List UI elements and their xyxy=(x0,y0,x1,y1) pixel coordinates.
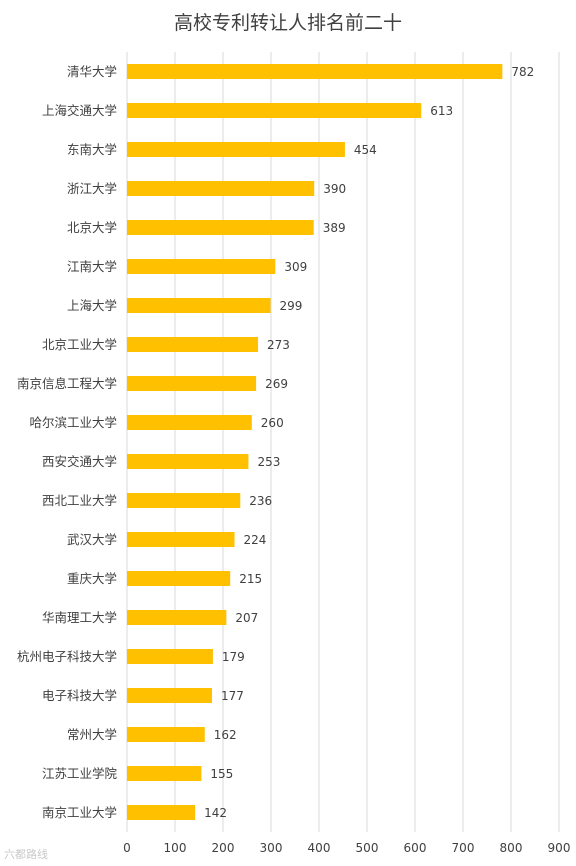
x-tick-label: 200 xyxy=(212,841,235,855)
bar xyxy=(127,64,503,79)
category-label: 清华大学 xyxy=(67,64,117,79)
watermark: 六都路线 xyxy=(4,847,48,861)
category-label: 哈尔滨工业大学 xyxy=(29,415,117,430)
data-label: 236 xyxy=(249,494,272,508)
bar xyxy=(127,415,252,430)
data-label: 260 xyxy=(261,416,284,430)
bar xyxy=(127,610,227,625)
category-label: 北京工业大学 xyxy=(42,337,117,352)
bar xyxy=(127,571,231,586)
category-label: 电子科技大学 xyxy=(42,688,117,703)
data-label: 162 xyxy=(214,728,237,742)
x-tick-label: 0 xyxy=(123,841,131,855)
bar xyxy=(127,337,259,352)
data-label: 179 xyxy=(222,650,245,664)
x-tick-label: 400 xyxy=(308,841,331,855)
bar xyxy=(127,805,196,820)
bar xyxy=(127,376,257,391)
data-label: 155 xyxy=(210,767,233,781)
data-label: 613 xyxy=(430,104,453,118)
category-labels: 清华大学上海交通大学东南大学浙江大学北京大学江南大学上海大学北京工业大学南京信息… xyxy=(17,64,118,820)
x-tick-label: 700 xyxy=(452,841,475,855)
bar xyxy=(127,688,212,703)
category-label: 上海大学 xyxy=(67,298,117,313)
data-label: 142 xyxy=(204,806,227,820)
x-axis-ticks: 0 100 200 300 400 500 600 700 800 900 xyxy=(123,841,570,855)
bar xyxy=(127,181,315,196)
category-label: 北京大学 xyxy=(67,220,117,235)
chart-title: 高校专利转让人排名前二十 xyxy=(174,12,402,34)
x-tick-label: 900 xyxy=(548,841,571,855)
x-tick-label: 600 xyxy=(404,841,427,855)
category-label: 华南理工大学 xyxy=(42,610,117,625)
category-label: 东南大学 xyxy=(67,142,117,157)
bar xyxy=(127,298,271,313)
data-label: 390 xyxy=(323,182,346,196)
bar xyxy=(127,493,241,508)
category-label: 杭州电子科技大学 xyxy=(17,649,117,664)
category-label: 重庆大学 xyxy=(67,571,117,586)
bar xyxy=(127,766,202,781)
x-tick-label: 100 xyxy=(164,841,187,855)
x-tick-label: 500 xyxy=(356,841,379,855)
bar xyxy=(127,532,235,547)
data-labels: 782 613 454 390 389 309 299 273 269 260 253 236 224 2… xyxy=(204,65,534,820)
data-label: 389 xyxy=(323,221,346,235)
data-label: 269 xyxy=(265,377,288,391)
data-label: 177 xyxy=(221,689,244,703)
data-label: 309 xyxy=(284,260,307,274)
x-tick-label: 300 xyxy=(260,841,283,855)
category-label: 南京信息工程大学 xyxy=(17,376,117,391)
category-label: 浙江大学 xyxy=(67,181,117,196)
data-label: 273 xyxy=(267,338,290,352)
bar xyxy=(127,142,345,157)
bar xyxy=(127,259,276,274)
category-label: 江苏工业学院 xyxy=(42,766,118,781)
data-label: 454 xyxy=(354,143,377,157)
data-label: 215 xyxy=(239,572,262,586)
bar xyxy=(127,220,314,235)
grid-lines xyxy=(126,52,560,832)
data-label: 299 xyxy=(280,299,303,313)
bar xyxy=(127,454,249,469)
data-label: 224 xyxy=(244,533,267,547)
data-label: 782 xyxy=(511,65,534,79)
data-label: 207 xyxy=(235,611,258,625)
bars xyxy=(127,64,503,820)
category-label: 常州大学 xyxy=(67,727,117,742)
category-label: 江南大学 xyxy=(67,259,117,274)
x-tick-label: 800 xyxy=(500,841,523,855)
data-label: 253 xyxy=(257,455,280,469)
category-label: 上海交通大学 xyxy=(42,103,117,118)
category-label: 西北工业大学 xyxy=(42,493,117,508)
bar xyxy=(127,727,205,742)
category-label: 南京工业大学 xyxy=(42,805,117,820)
bar xyxy=(127,649,213,664)
bar xyxy=(127,103,422,118)
category-label: 武汉大学 xyxy=(67,532,117,547)
category-label: 西安交通大学 xyxy=(42,454,117,469)
